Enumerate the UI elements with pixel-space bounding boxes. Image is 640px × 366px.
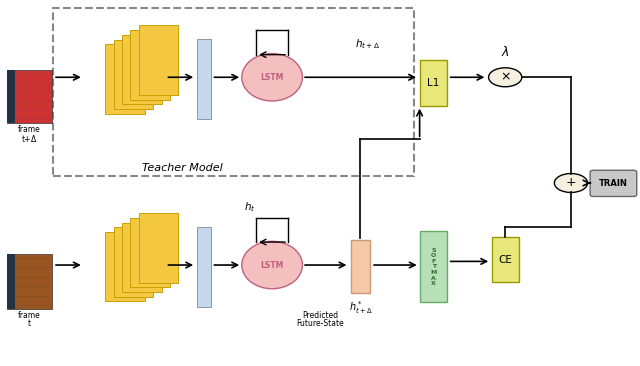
Text: ×: × bbox=[500, 71, 511, 84]
Text: +: + bbox=[566, 176, 576, 190]
FancyBboxPatch shape bbox=[122, 223, 162, 292]
FancyBboxPatch shape bbox=[420, 231, 447, 302]
Text: t+$\Delta$: t+$\Delta$ bbox=[21, 133, 38, 144]
FancyBboxPatch shape bbox=[420, 60, 447, 105]
Text: $h_{t+\Delta}$: $h_{t+\Delta}$ bbox=[355, 38, 380, 51]
FancyBboxPatch shape bbox=[139, 26, 178, 95]
Circle shape bbox=[554, 173, 588, 193]
FancyBboxPatch shape bbox=[196, 227, 211, 307]
Text: $h_t$: $h_t$ bbox=[244, 200, 255, 214]
Ellipse shape bbox=[242, 53, 303, 101]
FancyBboxPatch shape bbox=[131, 218, 170, 287]
Text: LSTM: LSTM bbox=[260, 73, 284, 82]
Text: $\lambda$: $\lambda$ bbox=[501, 45, 509, 59]
FancyBboxPatch shape bbox=[114, 228, 154, 297]
Text: LSTM: LSTM bbox=[260, 261, 284, 269]
FancyBboxPatch shape bbox=[106, 232, 145, 302]
Text: TRAIN: TRAIN bbox=[599, 179, 628, 188]
Text: CE: CE bbox=[499, 255, 512, 265]
FancyBboxPatch shape bbox=[139, 213, 178, 283]
Ellipse shape bbox=[242, 241, 303, 289]
Text: L1: L1 bbox=[428, 78, 440, 88]
Text: Future-State: Future-State bbox=[296, 319, 344, 328]
FancyBboxPatch shape bbox=[7, 254, 15, 309]
Text: S
O
F
T
M
A
X: S O F T M A X bbox=[431, 247, 437, 286]
Text: Teacher Model: Teacher Model bbox=[142, 163, 223, 173]
FancyBboxPatch shape bbox=[106, 44, 145, 114]
Bar bbox=[53, 8, 414, 176]
Circle shape bbox=[488, 68, 522, 87]
FancyBboxPatch shape bbox=[590, 170, 637, 197]
FancyBboxPatch shape bbox=[114, 40, 154, 109]
Text: Predicted: Predicted bbox=[302, 311, 338, 320]
FancyBboxPatch shape bbox=[7, 70, 15, 123]
FancyBboxPatch shape bbox=[492, 237, 518, 282]
FancyBboxPatch shape bbox=[196, 39, 211, 119]
FancyBboxPatch shape bbox=[7, 70, 52, 123]
FancyBboxPatch shape bbox=[351, 240, 370, 293]
FancyBboxPatch shape bbox=[7, 254, 52, 309]
FancyBboxPatch shape bbox=[122, 35, 162, 104]
Text: frame: frame bbox=[18, 126, 41, 134]
Text: frame: frame bbox=[18, 311, 41, 320]
Text: t: t bbox=[28, 319, 31, 328]
Text: $h^*_{t+\Delta}$: $h^*_{t+\Delta}$ bbox=[349, 299, 373, 316]
FancyBboxPatch shape bbox=[131, 30, 170, 100]
